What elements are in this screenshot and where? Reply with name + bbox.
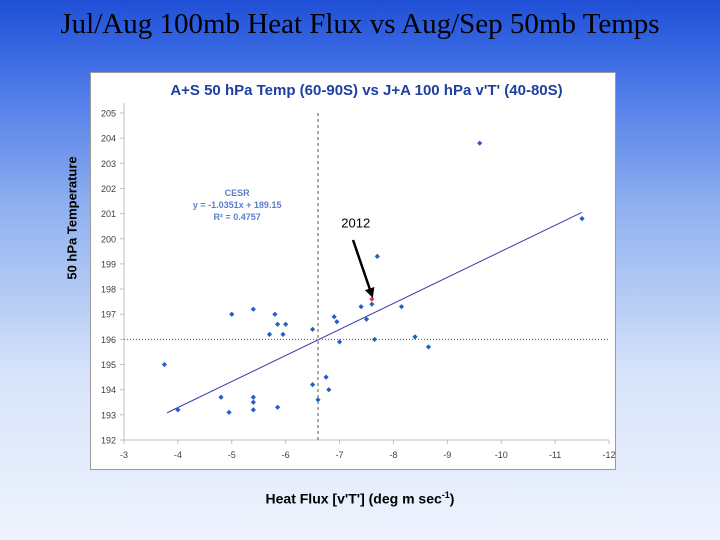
y-tick-label: 193 — [101, 410, 116, 420]
x-tick-label: -5 — [228, 450, 236, 460]
x-axis-label-end: ) — [449, 490, 455, 507]
x-tick-label: -11 — [549, 450, 561, 460]
data-point — [250, 394, 256, 400]
data-point — [331, 314, 337, 320]
slide-title: Jul/Aug 100mb Heat Flux vs Aug/Sep 50mb … — [60, 8, 660, 40]
data-point — [334, 319, 340, 325]
y-tick-label: 196 — [101, 335, 116, 345]
data-point — [274, 404, 281, 410]
x-axis-label: Heat Flux [v'T'] (deg m sec-1) — [0, 490, 720, 507]
data-point — [250, 306, 256, 312]
y-tick-label: 195 — [101, 360, 116, 370]
x-tick-label: -6 — [282, 450, 290, 460]
data-point — [280, 331, 286, 337]
annotation-arrow — [351, 239, 375, 298]
annotation-2012-label: 2012 — [341, 215, 370, 230]
data-point — [274, 321, 281, 327]
data-point — [226, 409, 232, 415]
data-point — [371, 336, 378, 342]
chart-panel: A+S 50 hPa Temp (60-90S) vs J+A 100 hPa … — [90, 72, 616, 470]
data-point — [579, 216, 585, 222]
data-point — [477, 140, 483, 146]
data-point — [161, 361, 168, 368]
r-squared-value: R² = 0.4757 — [214, 212, 261, 222]
y-tick-label: 194 — [101, 385, 116, 395]
data-point — [310, 326, 316, 332]
data-point — [326, 387, 332, 393]
y-tick-label: 192 — [101, 436, 116, 446]
x-axis-label-main: Heat Flux [v'T'] (deg m sec — [265, 490, 442, 507]
data-point — [425, 344, 432, 350]
data-point — [336, 339, 343, 345]
y-tick-label: 201 — [101, 209, 116, 219]
data-point — [283, 321, 289, 327]
x-axis-label-exponent: -1 — [441, 490, 450, 500]
data-point — [398, 304, 405, 310]
data-point — [310, 382, 316, 388]
y-tick-label: 205 — [101, 109, 116, 119]
data-point — [369, 301, 375, 307]
y-axis-label: 50 hPa Temperature — [64, 156, 80, 280]
x-tick-label: -4 — [174, 450, 182, 460]
y-tick-label: 202 — [101, 184, 116, 194]
y-tick-label: 199 — [101, 259, 116, 269]
x-tick-label: -12 — [602, 450, 615, 460]
data-point — [266, 331, 273, 337]
data-point — [272, 311, 278, 317]
data-point — [412, 334, 418, 340]
data-point — [250, 407, 256, 413]
x-tick-label: -10 — [495, 450, 508, 460]
data-point — [229, 311, 235, 317]
data-point — [175, 407, 181, 413]
data-point — [323, 374, 329, 380]
x-tick-label: -8 — [389, 450, 397, 460]
highlight-point-2012 — [369, 296, 375, 302]
y-tick-label: 197 — [101, 310, 116, 320]
equation-label: CESR — [225, 188, 251, 198]
regression-equation: y = -1.0351x + 189.15 — [193, 200, 282, 210]
data-point — [218, 394, 224, 400]
trendline — [166, 211, 583, 414]
y-tick-label: 204 — [101, 134, 116, 144]
x-tick-label: -3 — [120, 450, 128, 460]
x-tick-label: -9 — [443, 450, 451, 460]
data-point — [250, 399, 256, 405]
chart-title: A+S 50 hPa Temp (60-90S) vs J+A 100 hPa … — [170, 82, 562, 99]
scatter-chart: A+S 50 hPa Temp (60-90S) vs J+A 100 hPa … — [101, 82, 616, 460]
data-point — [374, 253, 380, 259]
data-point — [315, 397, 321, 403]
data-point — [363, 316, 370, 322]
x-tick-label: -7 — [336, 450, 344, 460]
y-tick-label: 203 — [101, 159, 116, 169]
y-tick-label: 198 — [101, 285, 116, 295]
data-point — [358, 304, 364, 310]
y-tick-label: 200 — [101, 234, 116, 244]
